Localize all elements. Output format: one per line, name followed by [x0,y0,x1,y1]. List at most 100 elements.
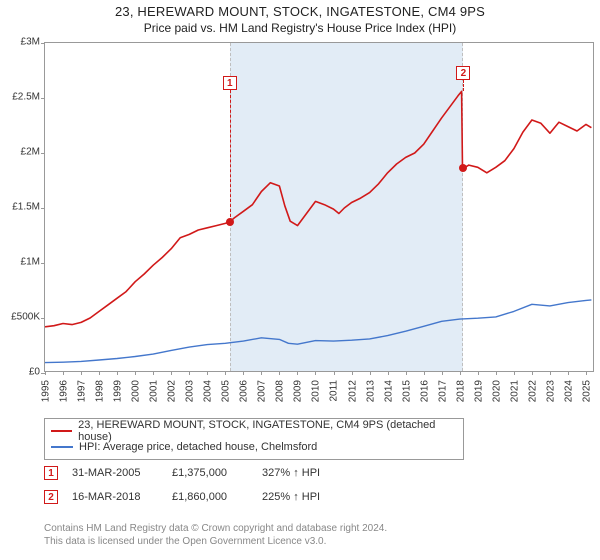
x-axis-label: 1996 [58,380,69,402]
x-axis-label: 2014 [383,380,394,402]
x-tick [460,371,461,375]
x-axis-label: 2024 [563,380,574,402]
chart-plot-area: 12 [44,42,594,372]
y-tick [41,263,45,264]
callout-date: 31-MAR-2005 [72,467,172,479]
callout-marker-icon: 1 [44,466,58,480]
x-axis-label: 2017 [437,380,448,402]
y-axis-label: £1.5M [4,202,40,213]
x-tick [550,371,551,375]
x-tick [568,371,569,375]
callout-pct: 225% ↑ HPI [262,491,372,503]
x-axis-label: 1995 [40,380,51,402]
footnote-line-1: Contains HM Land Registry data © Crown c… [44,523,387,534]
chart-title-1: 23, HEREWARD MOUNT, STOCK, INGATESTONE, … [0,0,600,19]
y-tick [41,98,45,99]
x-tick [334,371,335,375]
x-axis-label: 2004 [203,380,214,402]
y-tick [41,318,45,319]
x-axis-label: 2018 [455,380,466,402]
x-axis-label: 2007 [257,380,268,402]
x-axis-label: 2005 [221,380,232,402]
x-axis-label: 2025 [581,380,592,402]
x-tick [63,371,64,375]
y-axis-label: £2M [4,147,40,158]
x-tick [153,371,154,375]
y-axis-label: £0 [4,367,40,378]
x-axis-label: 2008 [275,380,286,402]
x-tick [189,371,190,375]
x-tick [424,371,425,375]
x-tick [45,371,46,375]
x-tick [117,371,118,375]
x-axis-label: 2022 [527,380,538,402]
y-tick [41,153,45,154]
x-tick [406,371,407,375]
callout-price: £1,375,000 [172,467,262,479]
chart-marker-box: 2 [456,66,470,80]
x-axis-label: 2020 [491,380,502,402]
x-tick [315,371,316,375]
chart-marker-line [230,90,231,222]
callout-date: 16-MAR-2018 [72,491,172,503]
x-axis-label: 2013 [365,380,376,402]
y-axis-label: £500K [4,312,40,323]
y-axis-label: £3M [4,37,40,48]
x-axis-label: 2002 [166,380,177,402]
x-axis-label: 2016 [419,380,430,402]
x-tick [514,371,515,375]
callout-price: £1,860,000 [172,491,262,503]
sale-callout-row: 1 31-MAR-2005£1,375,000327% ↑ HPI [44,466,372,480]
x-tick [81,371,82,375]
x-tick [99,371,100,375]
x-axis-label: 2006 [239,380,250,402]
x-tick [207,371,208,375]
x-axis-label: 1997 [76,380,87,402]
series-hpi-chelmsford [45,300,591,363]
x-tick [388,371,389,375]
x-axis-label: 2023 [545,380,556,402]
x-tick [352,371,353,375]
x-axis-label: 2003 [185,380,196,402]
x-axis-label: 2000 [130,380,141,402]
x-axis-label: 2019 [473,380,484,402]
x-tick [135,371,136,375]
x-axis-label: 2009 [293,380,304,402]
legend-swatch [51,430,72,432]
x-tick [370,371,371,375]
y-axis-label: £1M [4,257,40,268]
x-tick [532,371,533,375]
x-tick [586,371,587,375]
chart-marker-line [463,80,464,91]
chart-footnote: Contains HM Land Registry data © Crown c… [44,522,387,548]
legend-text: 23, HEREWARD MOUNT, STOCK, INGATESTONE, … [78,419,457,443]
x-tick [297,371,298,375]
y-tick [41,208,45,209]
chart-marker-dot [459,164,467,172]
callout-marker-icon: 2 [44,490,58,504]
x-axis-label: 2015 [401,380,412,402]
x-axis-label: 2011 [328,380,339,402]
footnote-line-2: This data is licensed under the Open Gov… [44,536,326,547]
x-tick [496,371,497,375]
sale-callout-row: 2 16-MAR-2018£1,860,000225% ↑ HPI [44,490,372,504]
x-axis-label: 1999 [112,380,123,402]
x-tick [442,371,443,375]
x-axis-label: 2001 [148,380,159,402]
callout-pct: 327% ↑ HPI [262,467,372,479]
chart-lines-svg [45,43,595,373]
x-tick [478,371,479,375]
x-tick [225,371,226,375]
y-axis-label: £2.5M [4,92,40,103]
x-tick [279,371,280,375]
y-tick [41,43,45,44]
x-axis-label: 1998 [94,380,105,402]
x-tick [243,371,244,375]
legend-swatch [51,446,73,448]
chart-marker-dot [226,218,234,226]
chart-legend: 23, HEREWARD MOUNT, STOCK, INGATESTONE, … [44,418,464,460]
x-axis-label: 2021 [509,380,520,402]
chart-marker-box: 1 [223,76,237,90]
x-tick [261,371,262,375]
x-axis-label: 2010 [311,380,322,402]
